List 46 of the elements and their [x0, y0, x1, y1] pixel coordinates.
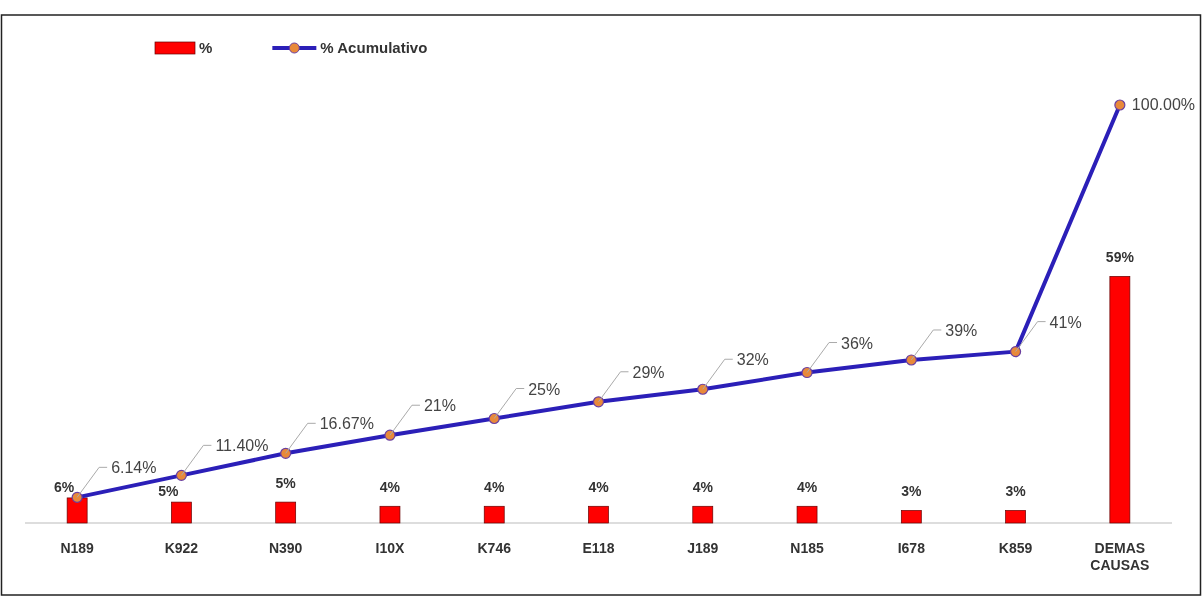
data-label: 5% — [275, 475, 297, 492]
data-label: 59% — [1105, 249, 1135, 266]
x-tick-label: N189 — [60, 540, 95, 556]
x-tick-label: N390 — [268, 540, 303, 556]
data-label: 100.00% — [1131, 96, 1196, 113]
x-tick-label: I10X — [375, 540, 406, 556]
bar — [1005, 510, 1026, 524]
data-label: 21% — [423, 397, 456, 415]
data-label: 11.40% — [215, 437, 269, 455]
data-label: 36% — [841, 334, 874, 352]
bar — [900, 510, 922, 524]
bar — [66, 497, 88, 524]
data-label: 3% — [1005, 483, 1027, 500]
legend-label: % — [199, 39, 213, 56]
bar — [379, 505, 401, 524]
data-label: 41% — [1049, 313, 1082, 331]
data-label: 4% — [484, 479, 505, 496]
data-label: 39% — [945, 321, 978, 339]
bar — [588, 505, 609, 524]
bar — [171, 501, 192, 524]
bar — [692, 505, 714, 524]
x-tick-label: K746 — [477, 540, 512, 556]
data-label: 5% — [158, 483, 180, 500]
bar — [1109, 276, 1131, 524]
data-label: 3% — [901, 483, 922, 500]
data-label: 25% — [528, 380, 561, 398]
bar — [483, 505, 505, 524]
x-tick-label: E118 — [582, 540, 615, 556]
x-tick-label: I678 — [897, 540, 926, 556]
data-label: 16.67% — [319, 415, 374, 433]
data-label: 4% — [379, 479, 401, 496]
data-label: 29% — [632, 363, 665, 381]
bar — [796, 505, 818, 524]
data-label: 6% — [54, 478, 75, 495]
data-label: 4% — [588, 479, 610, 496]
data-label: 32% — [736, 351, 769, 369]
x-tick-label: DEMAS CAUSAS — [1090, 540, 1150, 573]
legend-label: % Acumulativo — [320, 39, 428, 56]
bar — [275, 501, 297, 524]
x-tick-label: K859 — [998, 540, 1033, 556]
x-tick-label: N185 — [790, 540, 824, 556]
data-label: 4% — [796, 479, 818, 496]
data-label: 4% — [692, 479, 714, 496]
x-tick-label: K922 — [164, 540, 199, 556]
data-label: 6.14% — [111, 459, 157, 477]
x-tick-label: J189 — [687, 540, 719, 556]
